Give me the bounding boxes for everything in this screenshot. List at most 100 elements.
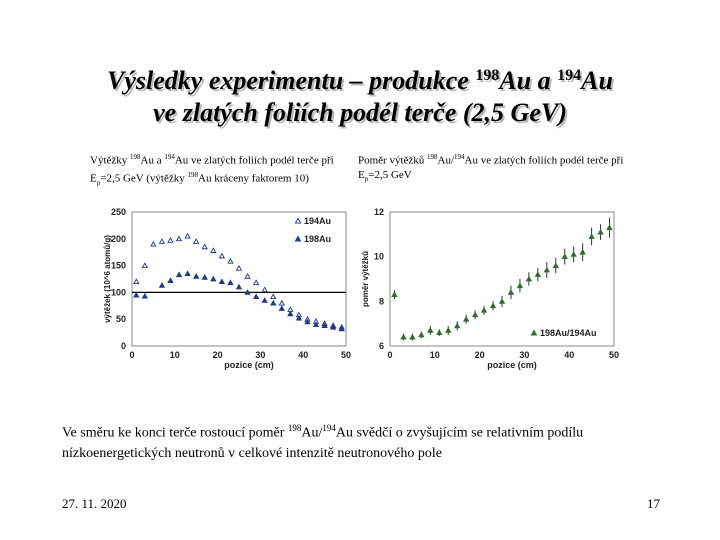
data-point [184,232,191,239]
y-tick-label: 150 [111,261,126,271]
data-point [321,322,328,329]
x-tick-label: 30 [519,350,529,360]
data-point [534,271,542,277]
x-tick-label: 0 [387,350,392,360]
data-point [391,291,398,298]
data-point [133,278,140,285]
y-axis-label: poměr výtěžků [361,251,370,307]
data-point [175,235,183,242]
data-point [201,274,208,280]
data-point [507,289,515,295]
legend-marker [294,217,302,224]
right-chart-caption: Poměr výtěžků 198Au/194Au ve zlatých fol… [358,153,624,183]
data-point [287,310,294,317]
data-point [141,292,149,299]
data-point [235,264,243,271]
data-point [489,302,497,309]
summary-text: Ve směru ke konci terče rostoucí poměr 1… [62,423,584,461]
data-point [227,279,234,286]
data-point [579,248,586,255]
data-point [543,266,550,273]
y-tick-label: 12 [374,207,384,217]
data-point [252,279,260,286]
data-point [175,271,183,278]
data-point [218,252,226,259]
data-point [210,275,217,282]
slide-number: 17 [647,496,660,511]
data-point [295,314,303,321]
data-point [338,325,345,332]
data-point [210,247,217,253]
data-point [445,327,452,333]
data-point [133,291,140,298]
y-tick-label: 100 [111,287,126,297]
data-point [278,305,285,311]
data-point [462,315,470,322]
data-point [252,293,260,300]
ratio-chart-svg: 6 8 10 12 0 10 20 30 40 50 pozice (cm) poměr výtěžk… [361,207,619,370]
x-tick-label: 40 [298,350,308,360]
data-point [570,251,577,257]
data-point [158,282,166,288]
data-point [454,322,461,329]
x-tick-label: 10 [170,350,180,360]
data-point [201,243,208,250]
y-tick-label: 250 [111,207,126,217]
y-tick-label: 6 [379,341,384,351]
x-tick-label: 0 [129,350,134,360]
data-point [606,224,613,231]
x-tick-label: 20 [213,350,223,360]
slide-title: Výsledky experimentu – produkce 198Au a … [107,66,613,127]
legend-marker [530,329,538,336]
y-tick-label: 0 [121,341,126,351]
y-tick-label: 10 [374,252,384,262]
data-point [561,253,568,260]
data-point [418,331,425,338]
data-point [278,299,285,306]
y-tick-label: 8 [379,296,384,306]
data-point [227,257,234,264]
data-point [158,238,166,244]
data-point [480,306,488,313]
yield-chart: 0 50 100 150 200 250 0 10 20 30 40 50 pozice (cm) výt… [80,200,355,378]
x-tick-label: 50 [341,350,351,360]
data-point [150,240,157,247]
data-point [261,286,268,293]
left-chart-caption: Výtěžky 198Au a 194Au ve zlatých foliích… [90,153,334,187]
data-point [436,329,443,335]
legend-label: 198Au [304,234,331,244]
y-tick-label: 200 [111,234,126,244]
data-point [516,282,524,289]
data-point [235,283,243,290]
data-point [193,272,200,279]
x-axis-label: pozice (cm) [224,360,274,370]
data-point [261,297,268,303]
data-point [141,262,149,268]
data-point [184,270,191,277]
data-point [270,299,277,306]
slide-date: 27. 11. 2020 [62,496,127,511]
data-point [597,228,604,235]
data-point [588,233,595,239]
yield-chart-svg: 0 50 100 150 200 250 0 10 20 30 40 50 pozice (cm) výt… [103,207,351,370]
x-tick-label: 50 [609,350,619,360]
data-point [193,238,200,244]
x-tick-label: 40 [564,350,574,360]
data-point [244,272,251,279]
plot-area [131,211,347,347]
legend-label: 198Au/194Au [540,328,597,338]
legend-marker [294,235,302,242]
x-tick-label: 10 [430,350,440,360]
data-point [409,333,416,340]
data-point [218,278,226,285]
data-point [400,333,407,340]
x-tick-label: 30 [255,350,265,360]
data-point [270,293,277,300]
data-point [471,311,479,318]
ratio-chart: 6 8 10 12 0 10 20 30 40 50 pozice (cm) poměr výtěžk… [358,200,626,378]
data-point [304,318,311,325]
legend-label: 194Au [304,216,331,226]
x-axis-label: pozice (cm) [487,360,537,370]
data-point [427,327,434,333]
data-point [525,275,533,282]
